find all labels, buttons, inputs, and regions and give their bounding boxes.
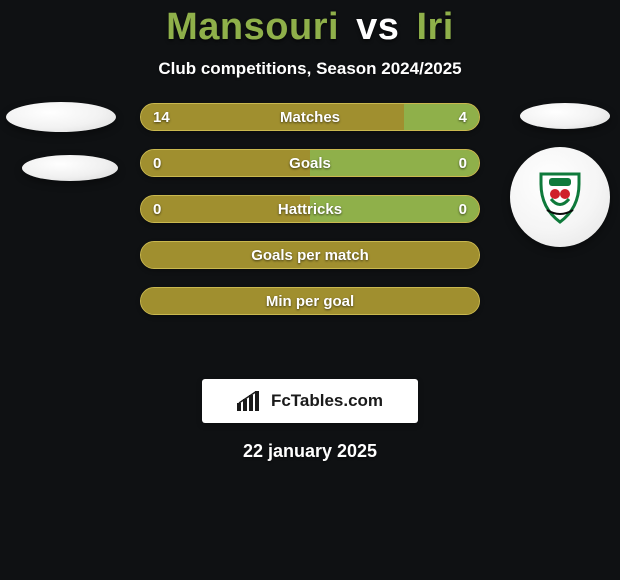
- infographic-root: Mansouri vs Iri Club competitions, Seaso…: [0, 0, 620, 580]
- stat-label: Matches: [141, 104, 479, 130]
- stat-label: Min per goal: [141, 288, 479, 314]
- subtitle: Club competitions, Season 2024/2025: [0, 59, 620, 79]
- stat-label: Goals per match: [141, 242, 479, 268]
- stat-bar: 144Matches: [140, 103, 480, 131]
- stat-bars: 144Matches 00Goals 00Hattricks Goals per ma…: [140, 103, 480, 315]
- player2-name: Iri: [416, 6, 453, 48]
- stat-label: Hattricks: [141, 196, 479, 222]
- player1-badge-top: [6, 102, 116, 132]
- stat-label: Goals: [141, 150, 479, 176]
- snapshot-date: 22 january 2025: [0, 441, 620, 462]
- stat-bar: Goals per match: [140, 241, 480, 269]
- stats-arena: 144Matches 00Goals 00Hattricks Goals per ma…: [0, 103, 620, 363]
- brand-badge: FcTables.com: [202, 379, 418, 423]
- vs-label: vs: [356, 6, 399, 48]
- player1-badge-bottom: [22, 155, 118, 181]
- brand-bars-icon: [237, 391, 263, 411]
- stat-bar: 00Hattricks: [140, 195, 480, 223]
- comparison-title: Mansouri vs Iri: [0, 0, 620, 49]
- stat-bar: Min per goal: [140, 287, 480, 315]
- brand-text: FcTables.com: [271, 391, 383, 411]
- zob-ahan-crest-icon: [527, 164, 593, 230]
- player1-name: Mansouri: [166, 6, 339, 48]
- player2-club-crest: [510, 147, 610, 247]
- stat-bar: 00Goals: [140, 149, 480, 177]
- player2-badge-top: [520, 103, 610, 129]
